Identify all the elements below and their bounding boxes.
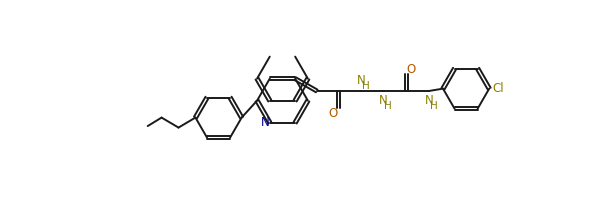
Text: N: N (425, 94, 434, 107)
Text: H: H (362, 81, 370, 91)
Text: H: H (384, 101, 391, 111)
Text: H: H (430, 101, 438, 111)
Text: N: N (379, 94, 387, 107)
Text: O: O (328, 107, 338, 120)
Text: O: O (407, 63, 416, 76)
Text: N: N (357, 74, 366, 87)
Text: Cl: Cl (493, 82, 504, 95)
Text: N: N (261, 116, 269, 129)
